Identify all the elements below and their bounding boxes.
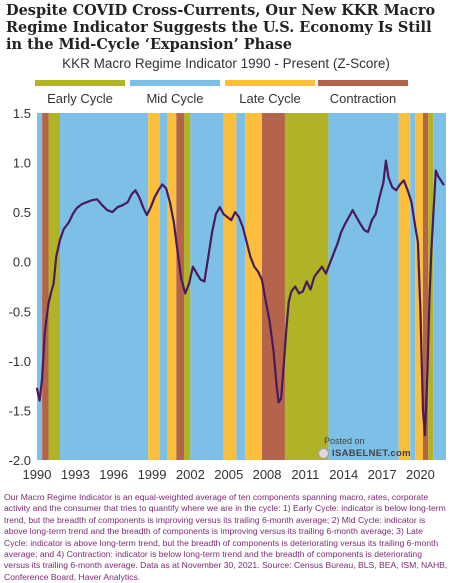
x-tick-label: 2005 <box>214 467 243 482</box>
x-tick-label: 2002 <box>176 467 205 482</box>
regime-band-mid-cycle <box>190 113 224 460</box>
legend-label-early-cycle: Early Cycle <box>47 91 113 106</box>
y-tick-label: -0.5 <box>9 304 31 319</box>
regime-band-mid-cycle <box>37 113 43 460</box>
x-tick-label: 2008 <box>253 467 282 482</box>
regime-band-early-cycle <box>284 113 329 460</box>
legend-swatch-early-cycle <box>35 80 125 86</box>
legend: Early Cycle Mid Cycle Late Cycle Contrac… <box>0 80 452 116</box>
chart-title: Despite COVID Cross-Currents, Our New KK… <box>6 2 436 53</box>
x-tick-label: 2020 <box>406 467 435 482</box>
globe-icon <box>318 448 329 459</box>
legend-swatch-late-cycle <box>225 80 315 86</box>
watermark-posted-label: Posted on <box>324 436 365 446</box>
chart-subtitle: KKR Macro Regime Indicator 1990 - Presen… <box>62 56 390 71</box>
series-line-macro-regime-indicator <box>35 159 445 437</box>
regime-band-late-cycle <box>245 113 262 460</box>
legend-label-contraction: Contraction <box>329 91 397 106</box>
regime-band-contraction <box>422 113 429 460</box>
regime-band-mid-cycle <box>410 113 416 460</box>
legend-swatch-mid-cycle <box>130 80 220 86</box>
regime-band-mid-cycle <box>159 113 168 460</box>
regime-band-contraction <box>261 113 285 460</box>
regime-band-late-cycle <box>167 113 177 460</box>
x-tick-label: 2011 <box>291 467 319 482</box>
watermark-site-label: ISABELNET.com <box>332 448 411 459</box>
x-tick-label: 2014 <box>329 467 358 482</box>
legend-label-late-cycle: Late Cycle <box>239 91 301 106</box>
y-tick-label: -1.0 <box>9 354 31 369</box>
y-tick-label: 1.0 <box>13 156 31 171</box>
regime-band-late-cycle <box>148 113 160 460</box>
regime-band-mid-cycle <box>60 113 149 460</box>
regime-band-mid-cycle <box>328 113 399 460</box>
regime-band-early-cycle <box>48 113 61 460</box>
y-tick-label: -1.5 <box>9 403 31 418</box>
regime-band-contraction <box>176 113 184 460</box>
regime-band-contraction <box>42 113 49 460</box>
regime-band-mid-cycle <box>433 113 446 460</box>
x-tick-label: 1993 <box>61 467 90 482</box>
footnote: Our Macro Regime Indicator is an equal-w… <box>4 492 448 582</box>
regime-band-mid-cycle <box>236 113 246 460</box>
watermark: Posted on ISABELNET.com <box>318 436 418 466</box>
regime-band-late-cycle <box>223 113 237 460</box>
y-tick-label: 1.5 <box>13 106 31 121</box>
y-tick-label: 0.0 <box>13 255 31 270</box>
x-tick-label: 1996 <box>99 467 128 482</box>
x-tick-label: 1999 <box>138 467 167 482</box>
legend-swatch-contraction <box>318 80 408 86</box>
y-tick-label: 0.5 <box>13 205 31 220</box>
x-tick-label: 1990 <box>23 467 52 482</box>
regime-band-late-cycle <box>398 113 411 460</box>
x-tick-label: 2017 <box>368 467 397 482</box>
legend-label-mid-cycle: Mid Cycle <box>146 91 204 106</box>
y-tick-label: -2.0 <box>9 453 31 468</box>
